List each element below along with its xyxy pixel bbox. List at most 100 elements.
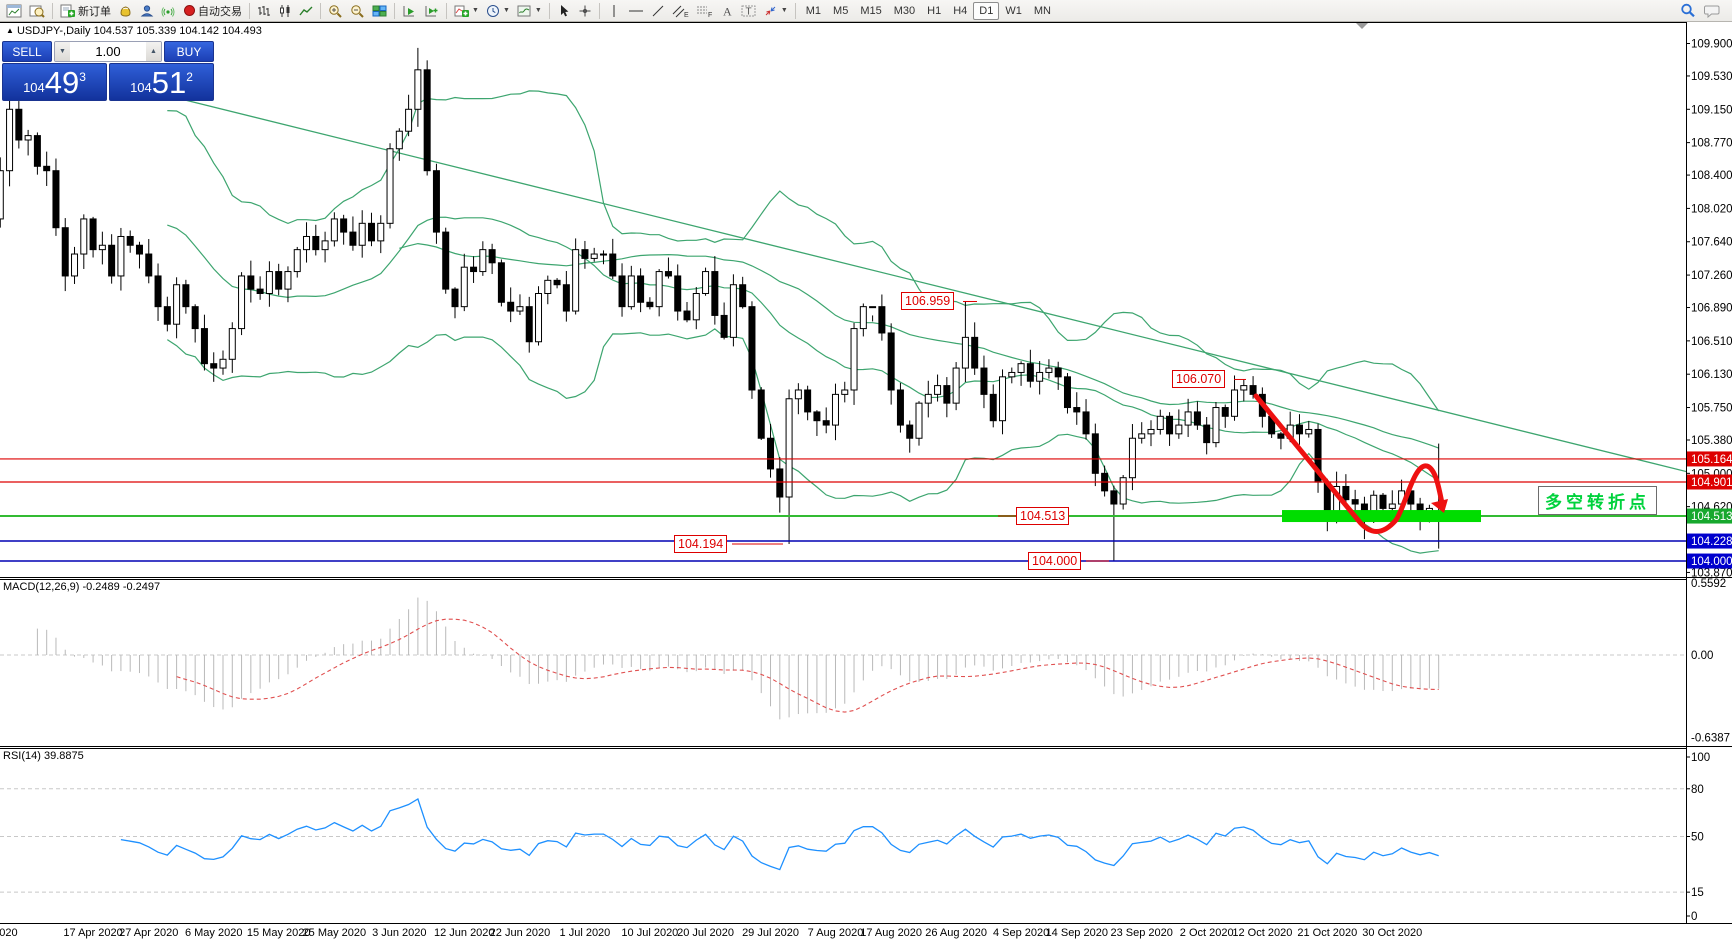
profile-icon[interactable] [137, 1, 157, 21]
trendline-icon[interactable] [648, 1, 668, 21]
toolbar-separator [52, 2, 53, 19]
bar-chart-icon[interactable] [254, 1, 274, 21]
svg-text:103.870: 103.870 [1691, 567, 1732, 579]
svg-text:6 May 2020: 6 May 2020 [185, 927, 242, 939]
svg-text:2 Oct 2020: 2 Oct 2020 [1180, 927, 1234, 939]
timeframe-H4[interactable]: H4 [953, 4, 968, 17]
toolbar-separator [320, 2, 321, 19]
svg-text:15 May 2020: 15 May 2020 [247, 927, 311, 939]
svg-text:1 Jul 2020: 1 Jul 2020 [560, 927, 611, 939]
svg-text:17 Aug 2020: 17 Aug 2020 [860, 927, 922, 939]
arrows-tool-icon[interactable]: ▼ [760, 1, 791, 21]
new-order-label: 新订单 [78, 5, 111, 18]
support-zone [1282, 510, 1481, 523]
auto-trading-button[interactable]: 自动交易 [180, 1, 245, 21]
zoom-out-icon[interactable] [347, 1, 368, 21]
text-icon[interactable]: A [717, 1, 737, 21]
chart-shift-icon[interactable] [421, 1, 442, 21]
down-arrow-line [1253, 393, 1361, 523]
sell-price-prefix: 104 [23, 80, 45, 95]
svg-text:107.640: 107.640 [1691, 237, 1732, 249]
macd-panel [0, 597, 1686, 720]
rsi-panel [0, 788, 1686, 893]
note-annotation[interactable]: 多空转折点 [1538, 486, 1657, 515]
timeframe-MN[interactable]: MN [1033, 4, 1051, 17]
indicators-icon[interactable]: ▼ [451, 1, 482, 21]
equidistant-channel-icon[interactable]: E [669, 1, 692, 21]
toolbar-separator [446, 2, 447, 19]
sell-button[interactable]: SELL [2, 41, 52, 62]
svg-text:26 Aug 2020: 26 Aug 2020 [925, 927, 987, 939]
timeframe-switcher: M1 M5 M15 M30 H1 H4 D1 W1 MN [800, 1, 1057, 20]
chart-preview-icon[interactable] [26, 1, 48, 21]
price-annotation-106.070[interactable]: 106.070 [1172, 370, 1226, 389]
volume-increase-button[interactable]: ▲ [146, 42, 161, 61]
time-axis[interactable] [0, 923, 1686, 943]
crosshair-icon[interactable] [575, 1, 595, 21]
main-price-panel [0, 47, 1686, 562]
candles-layer [0, 47, 1443, 562]
buy-price-big: 51 [151, 65, 187, 100]
price-annotation-104.194[interactable]: 104.194 [674, 535, 728, 554]
timeframe-W1[interactable]: W1 [1005, 4, 1022, 17]
line-chart-icon[interactable] [296, 1, 316, 21]
svg-text:0.5592: 0.5592 [1691, 578, 1726, 590]
price-annotation-104.000[interactable]: 104.000 [1028, 552, 1082, 571]
signal-icon[interactable] [158, 1, 179, 21]
svg-text:22 Jun 2020: 22 Jun 2020 [490, 927, 551, 939]
price-axis[interactable] [1686, 22, 1732, 923]
svg-text:104.000: 104.000 [1691, 556, 1732, 568]
dropdown-caret-icon: ▼ [534, 7, 542, 14]
timeframe-M5[interactable]: M5 [833, 4, 849, 17]
main-toolbar: 新订单 自动交易 ▼ ▼ [0, 0, 1732, 22]
svg-text:10 Jul 2020: 10 Jul 2020 [621, 927, 678, 939]
svg-text:-0.6387: -0.6387 [1691, 732, 1730, 744]
svg-text:14 Sep 2020: 14 Sep 2020 [1046, 927, 1108, 939]
chat-icon[interactable] [1700, 1, 1723, 21]
price-annotation-106.959[interactable]: 106.959 [901, 292, 955, 311]
volume-input[interactable] [70, 42, 146, 61]
volume-box: ▼ ▲ [54, 41, 162, 62]
periods-icon[interactable]: ▼ [483, 1, 513, 21]
buy-price-prefix: 104 [130, 80, 152, 95]
sell-price-display[interactable]: 104 49 3 [2, 63, 107, 101]
toolbar-separator [394, 2, 395, 19]
zoom-in-icon[interactable] [325, 1, 346, 21]
new-chart-icon[interactable] [3, 1, 25, 21]
auto-scroll-icon[interactable] [399, 1, 420, 21]
tile-windows-icon[interactable] [369, 1, 390, 21]
cursor-icon[interactable] [554, 1, 574, 21]
buy-button[interactable]: BUY [164, 41, 214, 62]
styles-icon[interactable] [115, 1, 136, 21]
price-axis-labels: 109.900 109.530 109.150 108.770 108.400 108.0… [1686, 39, 1732, 923]
svg-text:27 Apr 2020: 27 Apr 2020 [119, 927, 178, 939]
new-order-button[interactable]: 新订单 [57, 1, 114, 21]
svg-text:25 May 2020: 25 May 2020 [303, 927, 367, 939]
candle-chart-icon[interactable] [275, 1, 295, 21]
price-annotation-104.513[interactable]: 104.513 [1016, 507, 1070, 526]
buy-price-sup: 2 [186, 70, 193, 84]
symbol-ohlc-line: ▲ USDJPY-,Daily 104.537 105.339 104.142 … [6, 25, 262, 37]
timeframe-D1[interactable]: D1 [973, 1, 1000, 20]
fibonacci-icon[interactable]: F [693, 1, 716, 21]
text-label-icon[interactable]: T [738, 1, 759, 21]
buy-price-display[interactable]: 104 51 2 [109, 63, 214, 101]
svg-text:20 Jul 2020: 20 Jul 2020 [677, 927, 734, 939]
volume-decrease-button[interactable]: ▼ [55, 42, 70, 61]
svg-text:F: F [708, 12, 712, 18]
timeframe-M30[interactable]: M30 [893, 4, 916, 17]
timeframe-M15[interactable]: M15 [860, 4, 882, 17]
toolbar-separator [598, 2, 600, 19]
symbol-title: USDJPY-,Daily [16, 25, 91, 37]
svg-text:106.890: 106.890 [1691, 303, 1732, 315]
macd-label: MACD(12,26,9) -0.2489 -0.2497 [3, 581, 161, 593]
search-icon[interactable] [1677, 1, 1699, 21]
horizontal-line-icon[interactable] [625, 1, 647, 21]
svg-text:80: 80 [1691, 784, 1704, 796]
toolbar-separator [794, 2, 796, 19]
vertical-line-icon[interactable] [604, 1, 624, 21]
timeframe-H1[interactable]: H1 [927, 4, 942, 17]
timeframe-M1[interactable]: M1 [805, 4, 822, 17]
templates-icon[interactable]: ▼ [514, 1, 545, 21]
